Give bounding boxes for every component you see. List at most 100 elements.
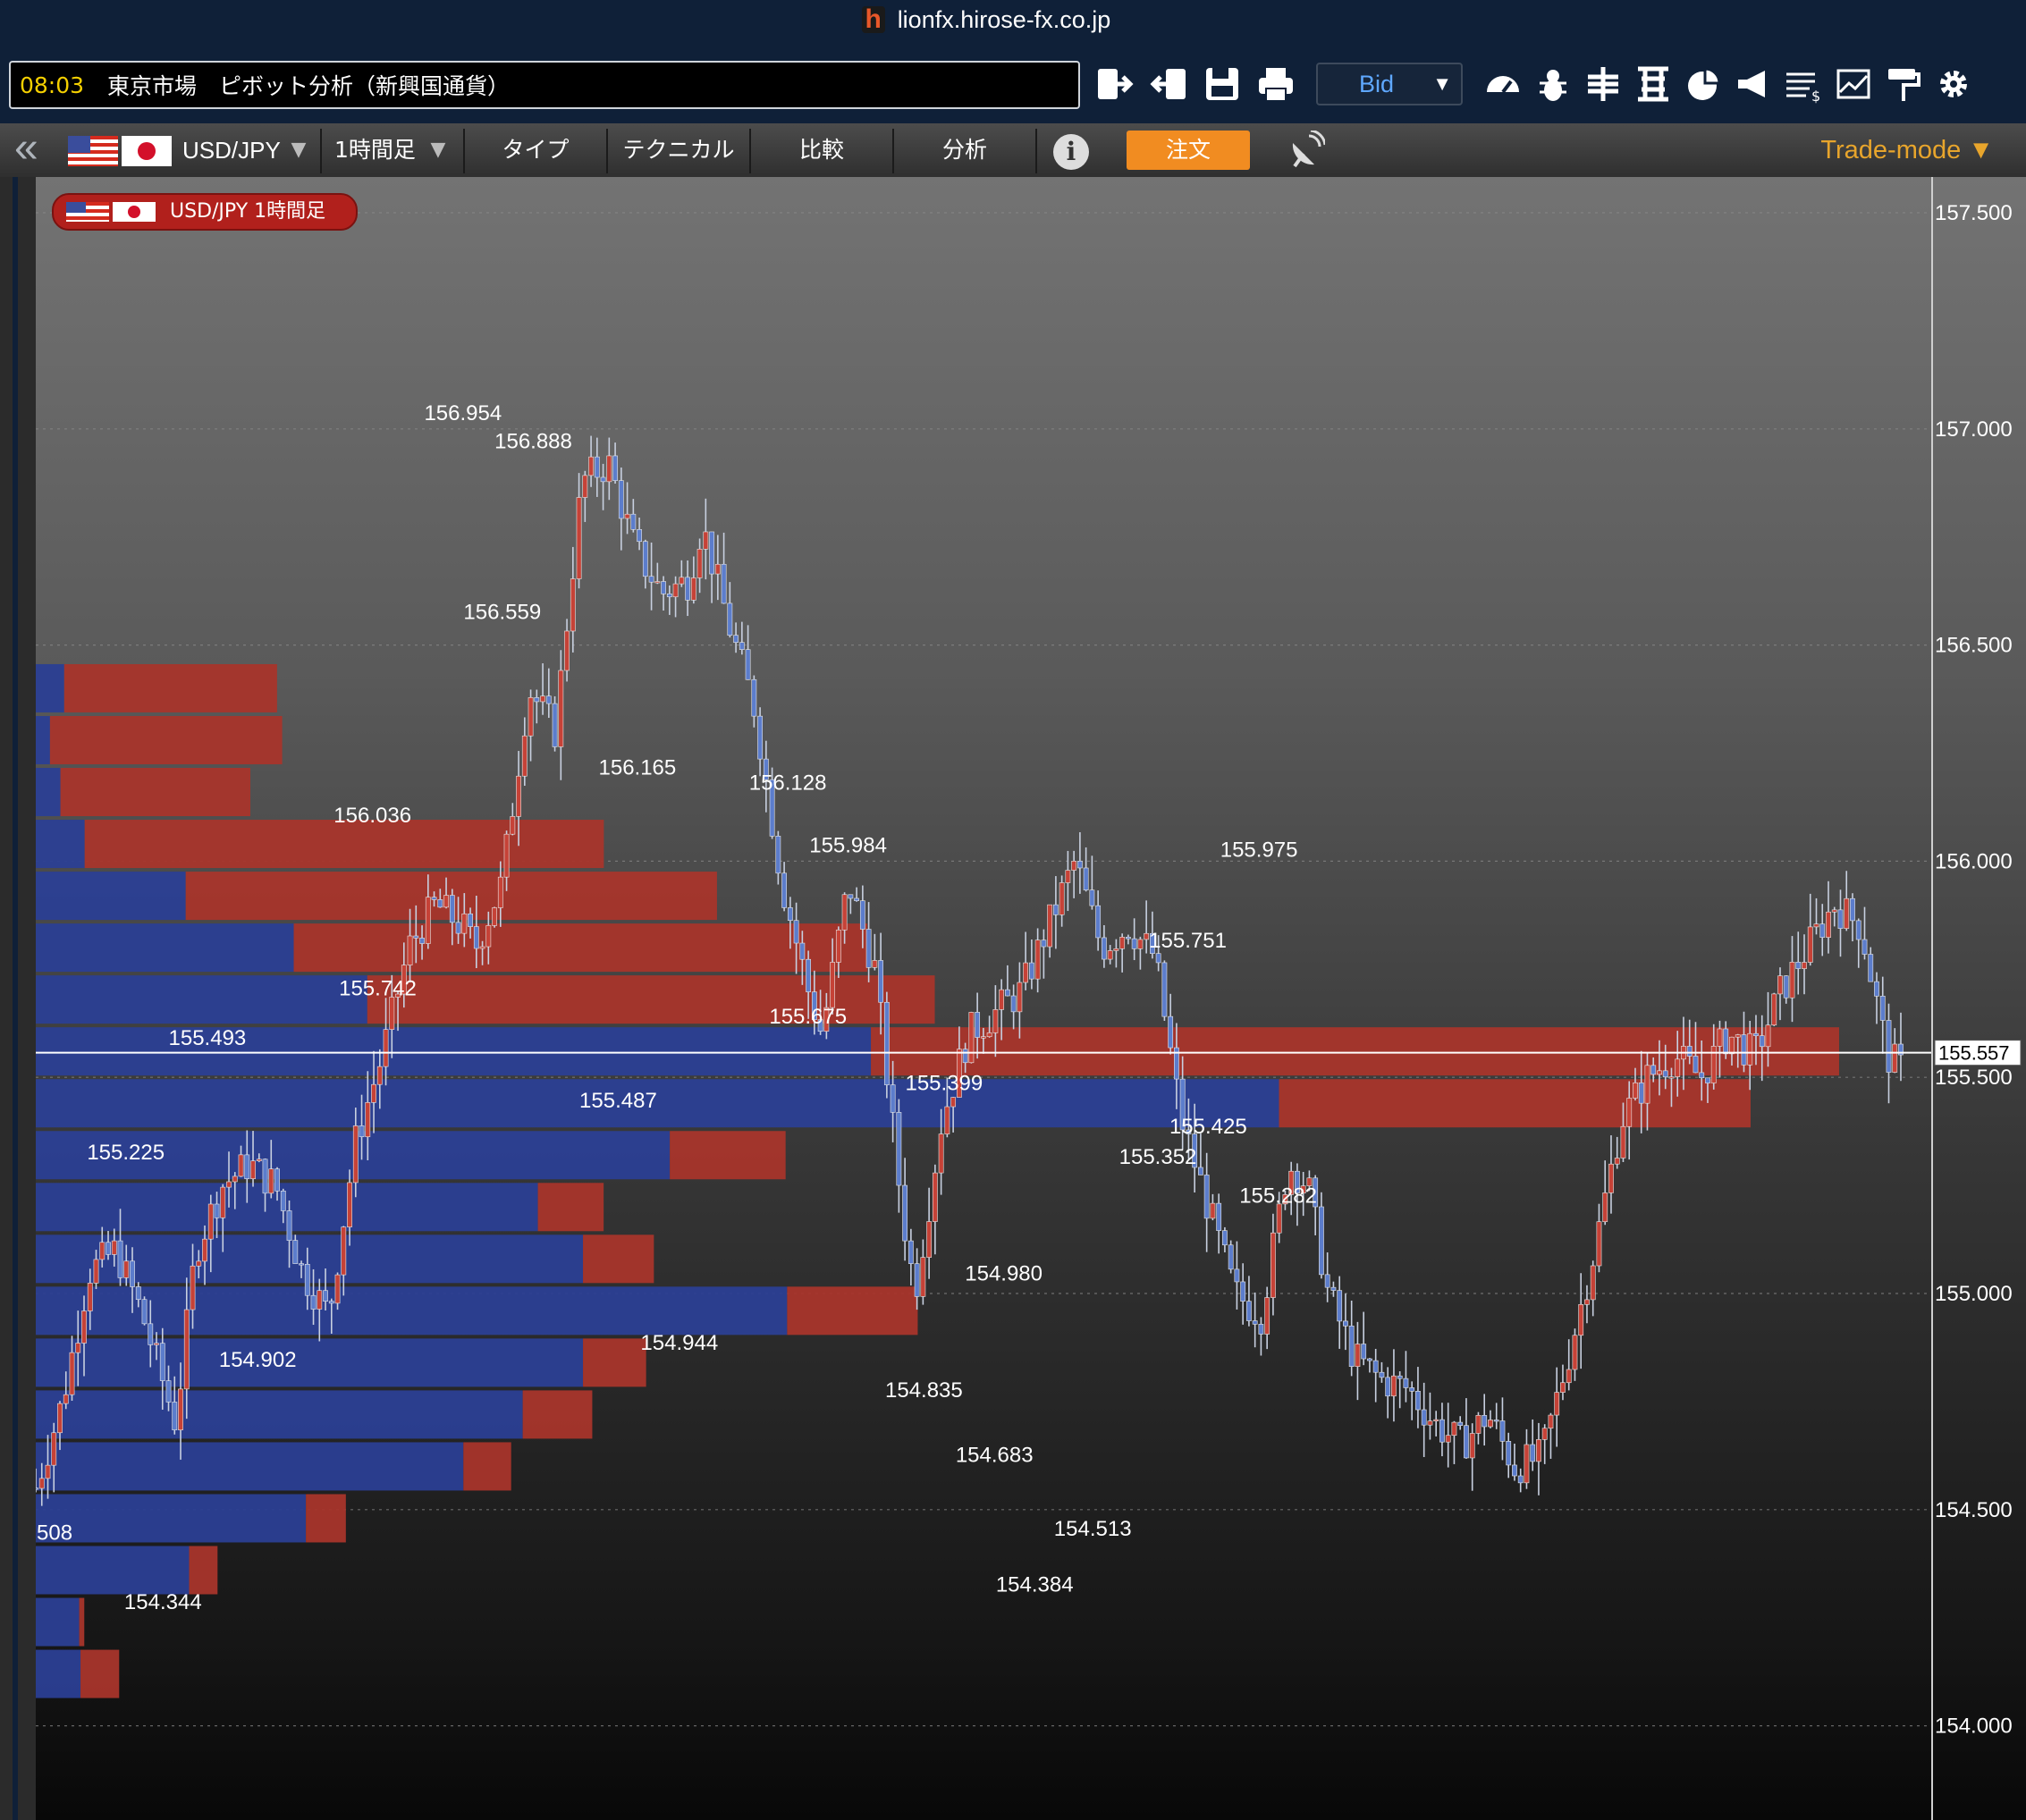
candle-up — [365, 1102, 371, 1138]
tab-technical[interactable]: テクニカル — [622, 137, 735, 163]
candle-down — [727, 602, 733, 636]
candle-up — [1765, 1024, 1771, 1048]
candle-up — [679, 577, 685, 585]
grid-h-icon[interactable] — [1633, 63, 1674, 105]
candle-down — [455, 922, 461, 934]
candle-down — [534, 697, 540, 703]
candle-down — [1168, 1015, 1174, 1049]
order-profile-buy-bar — [36, 1494, 307, 1543]
candlestick-chart[interactable]: 156.954 156.888 156.559 156.165 156.128 155.9… — [36, 177, 2026, 1820]
chart-icon[interactable] — [1833, 63, 1874, 105]
paint-roller-icon[interactable] — [1883, 63, 1924, 105]
candle-up — [1300, 1185, 1306, 1193]
candle-up — [564, 630, 570, 671]
candle-up — [1065, 870, 1071, 883]
bug-icon[interactable] — [1532, 63, 1574, 105]
print-icon[interactable] — [1255, 63, 1296, 105]
candle-down — [1421, 1409, 1427, 1426]
candle-up — [576, 497, 582, 579]
candle-up — [1144, 932, 1150, 940]
candle-up — [1620, 1125, 1626, 1159]
news-headline[interactable]: 東京市場 ピボット分析（新興国通貨） — [107, 73, 511, 99]
candle-down — [1705, 1077, 1710, 1083]
candle-up — [1264, 1297, 1270, 1335]
save-icon[interactable] — [1202, 63, 1243, 105]
candle-up — [341, 1226, 347, 1276]
satellite-dish-icon[interactable] — [1289, 129, 1327, 170]
price-annotation: 154.835 — [885, 1378, 963, 1403]
candle-up — [1071, 861, 1077, 871]
candle-down — [1482, 1415, 1488, 1428]
timeframe-selector[interactable]: 1時間足 ▼ — [324, 123, 463, 177]
login-icon[interactable] — [1094, 63, 1135, 105]
y-tick-label: 155.000 — [1935, 1282, 2013, 1306]
candle-down — [1234, 1268, 1240, 1283]
price-type-select[interactable]: Bid ▼ — [1316, 63, 1463, 105]
tab-type[interactable]: タイプ — [502, 137, 570, 163]
candle-up — [950, 1097, 957, 1108]
chart-area[interactable]: 156.954 156.888 156.559 156.165 156.128 155.9… — [36, 177, 2026, 1820]
candle-up — [624, 513, 630, 519]
candle-up — [461, 913, 468, 934]
pie-icon[interactable] — [1683, 63, 1724, 105]
money-icon[interactable]: $ — [1783, 63, 1824, 105]
order-button[interactable]: 注文 — [1127, 131, 1250, 170]
candle-down — [618, 480, 624, 519]
speedometer-icon[interactable] — [1482, 63, 1524, 105]
trade-mode-toggle[interactable]: Trade-mode ▼ — [1820, 136, 1994, 164]
candle-up — [226, 1181, 232, 1188]
price-annotation: 155.225 — [87, 1141, 165, 1165]
candle-up — [1826, 911, 1831, 938]
current-price-tag — [1934, 1040, 2022, 1066]
candle-up — [1445, 1435, 1451, 1443]
grid-cross-icon[interactable] — [1583, 63, 1624, 105]
order-profile-buy-bar — [36, 820, 85, 869]
candle-down — [878, 960, 884, 1003]
candle-down — [141, 1299, 148, 1325]
candle-up — [938, 1133, 944, 1174]
y-tick-label: 154.000 — [1935, 1715, 2013, 1739]
candle-up — [1536, 1439, 1541, 1462]
megaphone-icon[interactable] — [1733, 63, 1774, 105]
candle-up — [347, 1182, 352, 1227]
candle-up — [207, 1203, 214, 1240]
y-tick-label: 157.000 — [1935, 417, 2013, 442]
candle-up — [968, 1012, 975, 1064]
chevron-down-icon: ▼ — [430, 139, 446, 161]
order-profile-sell-bar — [583, 1234, 654, 1284]
candle-up — [1717, 1028, 1723, 1047]
candle-up — [690, 577, 696, 601]
tab-analysis[interactable]: 分析 — [941, 137, 987, 163]
candle-up — [516, 775, 521, 817]
tab-compare[interactable]: 比較 — [798, 137, 844, 163]
candle-down — [612, 455, 618, 481]
info-icon[interactable]: i — [1053, 134, 1089, 170]
candle-down — [1203, 1175, 1210, 1219]
candle-up — [57, 1403, 63, 1434]
candle-up — [202, 1238, 207, 1262]
order-profile-buy-bar — [36, 715, 50, 764]
candle-down — [757, 715, 763, 760]
symbol-selector[interactable]: USD/JPY ▼ — [64, 123, 315, 177]
candle-up — [1566, 1369, 1572, 1384]
candle-down — [763, 758, 769, 780]
candle-down — [1131, 938, 1137, 949]
collapse-left-icon[interactable]: « — [14, 124, 38, 172]
candle-up — [99, 1242, 106, 1260]
candle-up — [196, 1260, 202, 1267]
candle-up — [1644, 1065, 1650, 1104]
candle-down — [1313, 1177, 1319, 1208]
y-tick-label: 156.500 — [1935, 634, 2013, 658]
candle-up — [93, 1259, 99, 1284]
candle-down — [1898, 1043, 1904, 1056]
candle-up — [1210, 1202, 1216, 1219]
chart-title-pill: USD/JPY 1時間足 — [52, 193, 358, 231]
candle-up — [250, 1160, 256, 1179]
candle-up — [510, 816, 516, 835]
candle-up — [1270, 1232, 1276, 1298]
candle-up — [986, 1032, 992, 1038]
gear-icon[interactable] — [1933, 63, 1974, 105]
logout-icon[interactable] — [1148, 63, 1189, 105]
candle-up — [1034, 939, 1041, 980]
chevron-down-icon: ▼ — [1432, 72, 1452, 95]
